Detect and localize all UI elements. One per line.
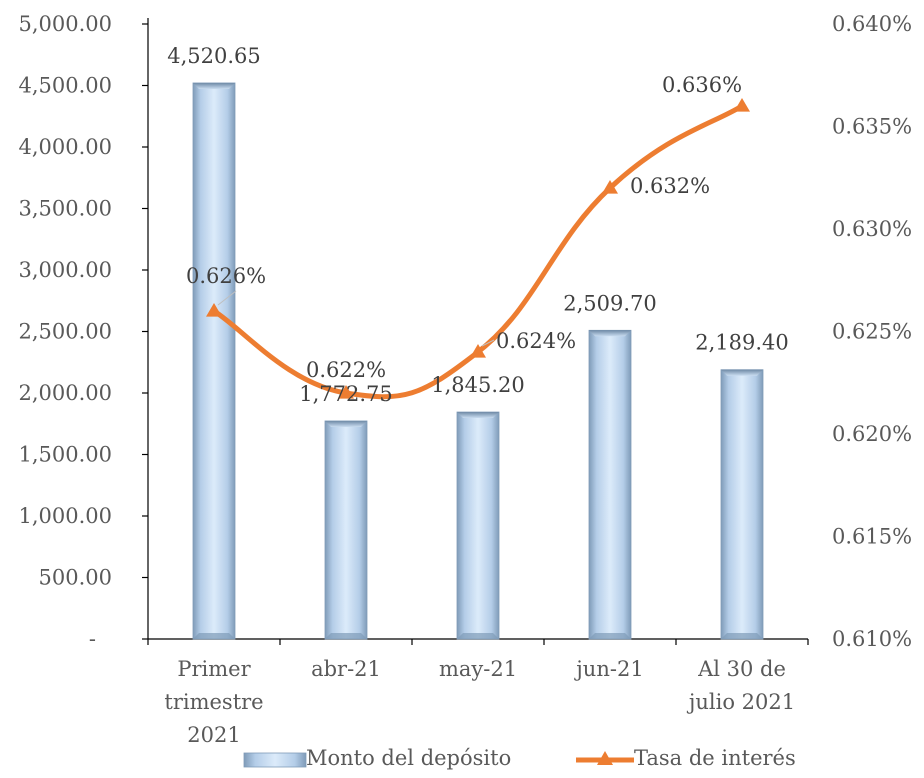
legend-bar-swatch — [243, 752, 307, 768]
legend-marker-triangle — [597, 751, 613, 765]
category-label: Primer — [177, 657, 251, 681]
right-tick-label: 0.610% — [832, 627, 912, 651]
line-marker-triangle — [206, 303, 222, 317]
bar-bevel — [589, 330, 631, 337]
legend-label: Tasa de interés — [634, 746, 796, 770]
legend-label: Monto del depósito — [306, 746, 511, 770]
bar-data-label: 2,509.70 — [563, 291, 657, 315]
category-label: trimestre — [164, 690, 263, 714]
bar-bevel — [721, 369, 763, 376]
bar-bevel-bottom — [457, 633, 499, 639]
bar-data-label: 2,189.40 — [695, 331, 789, 355]
bar — [720, 369, 764, 640]
bar-bevel-bottom — [325, 633, 367, 639]
bar-body — [720, 369, 764, 640]
category-label: 2021 — [187, 723, 240, 747]
bar — [456, 411, 500, 640]
right-tick-label: 0.640% — [832, 12, 912, 36]
right-tick-label: 0.625% — [832, 320, 912, 344]
left-tick-label: 4,000.00 — [18, 135, 112, 159]
left-tick-label: - — [89, 627, 96, 651]
bar-data-label: 1,845.20 — [431, 373, 525, 397]
legend-item-bars: Monto del depósito — [243, 746, 511, 770]
bar-bevel — [457, 412, 499, 419]
line-marker-triangle — [470, 344, 486, 358]
line-marker-triangle — [734, 98, 750, 112]
category-label: may-21 — [439, 657, 517, 681]
bar-bevel-bottom — [193, 633, 235, 639]
bar-data-label: 1,772.75 — [299, 382, 393, 406]
bar — [588, 329, 632, 640]
left-tick-label: 5,000.00 — [18, 12, 112, 36]
bar-bevel — [325, 420, 367, 427]
left-tick-label: 1,000.00 — [18, 504, 112, 528]
bar-bevel-bottom — [721, 633, 763, 639]
left-tick-label: 2,000.00 — [18, 381, 112, 405]
line-data-label: 0.622% — [306, 358, 386, 382]
right-tick-label: 0.620% — [832, 422, 912, 446]
left-tick-label: 3,000.00 — [18, 258, 112, 282]
category-label: Al 30 de — [697, 657, 786, 681]
left-tick-label: 500.00 — [39, 566, 112, 590]
right-tick-label: 0.615% — [832, 525, 912, 549]
line-data-label: 0.636% — [662, 73, 742, 97]
bar-body — [192, 82, 236, 640]
bar-data-label: 4,520.65 — [167, 44, 261, 68]
bar — [324, 420, 368, 640]
legend-item-line: Tasa de interés — [576, 746, 796, 770]
bar-body — [324, 420, 368, 640]
leader-line — [217, 290, 237, 306]
bar-body — [588, 329, 632, 640]
category-label: abr-21 — [311, 657, 381, 681]
bar-bevel — [193, 82, 235, 89]
line-data-label: 0.632% — [630, 174, 710, 198]
bar-body — [456, 411, 500, 640]
category-label: julio 2021 — [686, 690, 795, 714]
bar-bevel-bottom — [589, 633, 631, 639]
category-label: jun-21 — [573, 657, 643, 681]
right-tick-label: 0.630% — [832, 217, 912, 241]
bar — [192, 82, 236, 640]
left-tick-label: 4,500.00 — [18, 74, 112, 98]
line-data-label: 0.624% — [496, 329, 576, 353]
leader-line — [481, 339, 495, 347]
right-tick-label: 0.635% — [832, 115, 912, 139]
line-data-label: 0.626% — [186, 264, 266, 288]
left-tick-label: 2,500.00 — [18, 320, 112, 344]
left-tick-label: 3,500.00 — [18, 197, 112, 221]
line-marker-triangle — [338, 385, 354, 399]
left-tick-label: 1,500.00 — [18, 443, 112, 467]
line-marker-triangle — [602, 180, 618, 194]
